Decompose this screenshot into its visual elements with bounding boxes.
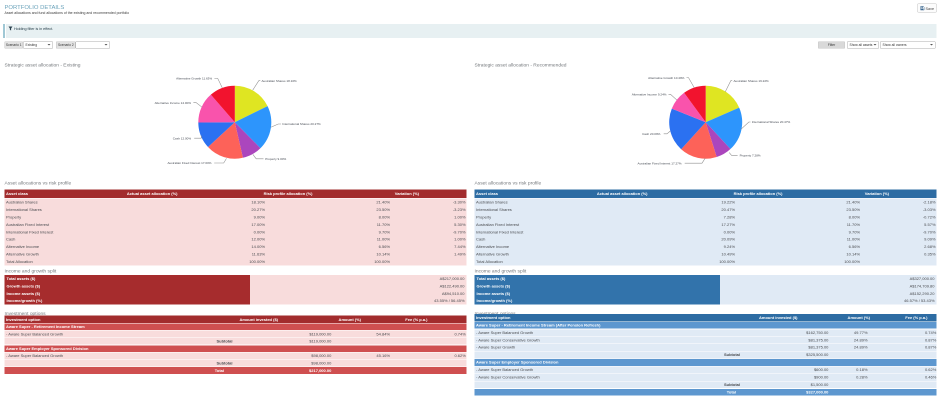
svg-text:Alternative Income 9.24%: Alternative Income 9.24% (632, 93, 667, 97)
svg-text:Alternative Income 14.00%: Alternative Income 14.00% (155, 101, 192, 105)
svg-text:Cash 12.00%: Cash 12.00% (173, 136, 192, 140)
svg-text:Cash 20.09%: Cash 20.09% (642, 132, 661, 136)
svg-text:Property 7.28%: Property 7.28% (740, 154, 761, 158)
svg-text:Australian Shares 19.22%: Australian Shares 19.22% (734, 79, 770, 83)
svg-text:Property 9.00%: Property 9.00% (265, 157, 286, 161)
svg-text:Australian Fixed Interest 17.2: Australian Fixed Interest 17.27% (638, 161, 682, 165)
svg-text:Australian Fixed Interest 17.0: Australian Fixed Interest 17.00% (167, 161, 211, 165)
svg-text:Australian Shares 18.10%: Australian Shares 18.10% (262, 79, 298, 83)
svg-text:International Shares 20.47%: International Shares 20.47% (752, 120, 791, 124)
svg-text:International Shares 20.27%: International Shares 20.27% (282, 122, 321, 126)
svg-text:Alternative Growth 11.63%: Alternative Growth 11.63% (176, 77, 212, 81)
svg-text:Alternative Growth 10.49%: Alternative Growth 10.49% (648, 76, 685, 80)
